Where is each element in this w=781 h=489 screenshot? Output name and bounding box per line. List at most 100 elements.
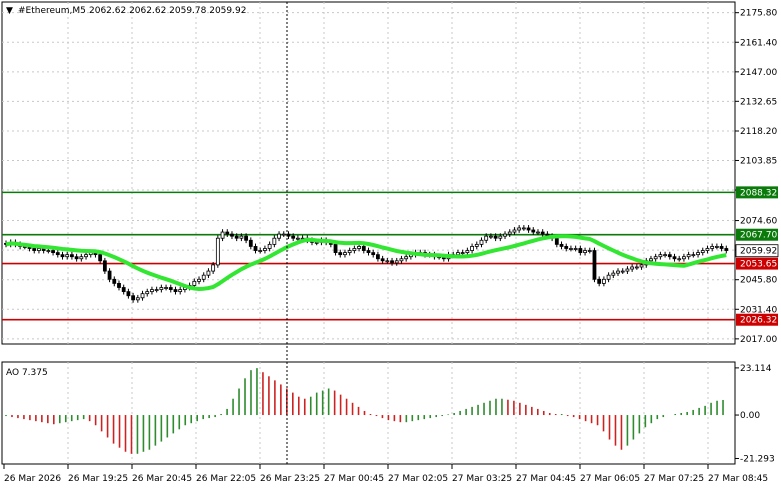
candle — [498, 233, 503, 242]
candle — [248, 237, 253, 250]
candle — [719, 243, 724, 252]
price-tick-label: 2017.00 — [740, 335, 777, 345]
candle — [682, 253, 686, 262]
candle — [663, 251, 667, 258]
candle — [583, 247, 587, 256]
candle — [117, 280, 121, 291]
candle — [677, 255, 682, 262]
candle — [263, 245, 267, 254]
candle — [168, 284, 173, 293]
candle — [536, 229, 540, 235]
candle — [253, 243, 258, 254]
candle — [150, 286, 154, 295]
candle — [215, 235, 220, 268]
candle — [724, 245, 729, 254]
level-tag-label: 2088.32 — [740, 188, 777, 198]
candle — [352, 245, 357, 254]
candle — [592, 247, 597, 283]
candle — [484, 233, 489, 244]
time-tick-label: 27 Mar 00:45 — [324, 474, 384, 484]
price-tick-label: 2045.80 — [740, 276, 777, 286]
candle — [267, 241, 272, 252]
ao-tick-label: -21.293 — [740, 454, 775, 464]
candle — [658, 251, 663, 260]
candle — [55, 249, 60, 258]
candle — [503, 231, 507, 240]
candle — [131, 292, 136, 303]
ao-panel-frame — [1, 361, 736, 465]
candle — [154, 286, 159, 293]
candle — [630, 264, 635, 272]
candle — [526, 225, 531, 233]
candle — [705, 245, 710, 254]
candle — [281, 231, 286, 237]
time-tick-label: 27 Mar 06:05 — [580, 474, 640, 484]
candle — [225, 229, 230, 237]
candle — [102, 257, 107, 274]
candle — [258, 247, 263, 254]
candle — [244, 233, 248, 244]
candle — [291, 233, 296, 242]
current-price-tag — [735, 244, 779, 258]
candle — [126, 288, 131, 299]
time-tick-label: 27 Mar 03:25 — [452, 474, 512, 484]
price-tick-label: 2103.85 — [740, 156, 777, 166]
candlesticks — [4, 225, 729, 303]
candle — [70, 251, 74, 260]
candle — [239, 233, 244, 242]
price-panel-frame — [1, 1, 736, 345]
candle — [385, 257, 390, 264]
candle — [74, 253, 79, 262]
candle — [173, 286, 178, 295]
candle — [394, 257, 399, 266]
time-tick-label: 26 Mar 22:05 — [196, 474, 256, 484]
candle — [489, 233, 493, 240]
candle — [540, 229, 545, 237]
candle — [107, 268, 112, 283]
candle — [569, 245, 573, 252]
price-tick-label: 2132.65 — [740, 97, 777, 107]
time-tick-label: 27 Mar 02:05 — [388, 474, 448, 484]
time-axis[interactable]: 26 Mar 2026 26 Mar 19:25 26 Mar 20:45 26 Ma… — [3, 464, 768, 484]
candle — [620, 268, 625, 274]
ao-axis[interactable]: 23.114 0.00 -21.293 — [735, 364, 775, 465]
candle — [380, 255, 385, 264]
candle — [517, 225, 522, 233]
collapse-triangle-icon[interactable]: ▼ — [6, 6, 13, 16]
level-tag-support — [736, 257, 778, 270]
candle — [140, 290, 145, 301]
candle — [371, 249, 376, 258]
candle — [178, 286, 183, 295]
candle — [220, 229, 225, 242]
time-tick-label: 26 Mar 20:45 — [132, 474, 192, 484]
candle — [493, 233, 498, 242]
candle — [667, 251, 672, 260]
candle — [60, 251, 65, 260]
candle — [338, 249, 343, 258]
candle — [578, 245, 583, 256]
candle — [197, 276, 201, 285]
chart-header: ▼ #Ethereum,M5 2062.62 2062.62 2059.78 2… — [6, 6, 246, 16]
time-tick-label: 26 Mar 19:25 — [68, 474, 128, 484]
price-tick-label: 2161.40 — [740, 38, 777, 48]
candle — [714, 243, 719, 250]
candle — [691, 251, 696, 258]
candle — [686, 251, 691, 260]
moving-average — [5, 234, 727, 291]
current-price-label: 2059.92 — [740, 247, 777, 257]
time-tick-label: 27 Mar 08:45 — [708, 474, 768, 484]
candle — [145, 288, 150, 297]
price-tick-label: 2074.60 — [740, 217, 777, 227]
level-tag-label: 2067.70 — [740, 231, 777, 241]
candle — [347, 247, 352, 256]
candle — [653, 253, 658, 262]
candle — [465, 247, 470, 256]
candle — [601, 276, 606, 287]
time-tick-label: 26 Mar 23:25 — [260, 474, 320, 484]
candle — [121, 284, 126, 295]
candle — [573, 245, 578, 252]
ao-tick-label: 23.114 — [740, 364, 772, 374]
candle — [376, 251, 380, 262]
